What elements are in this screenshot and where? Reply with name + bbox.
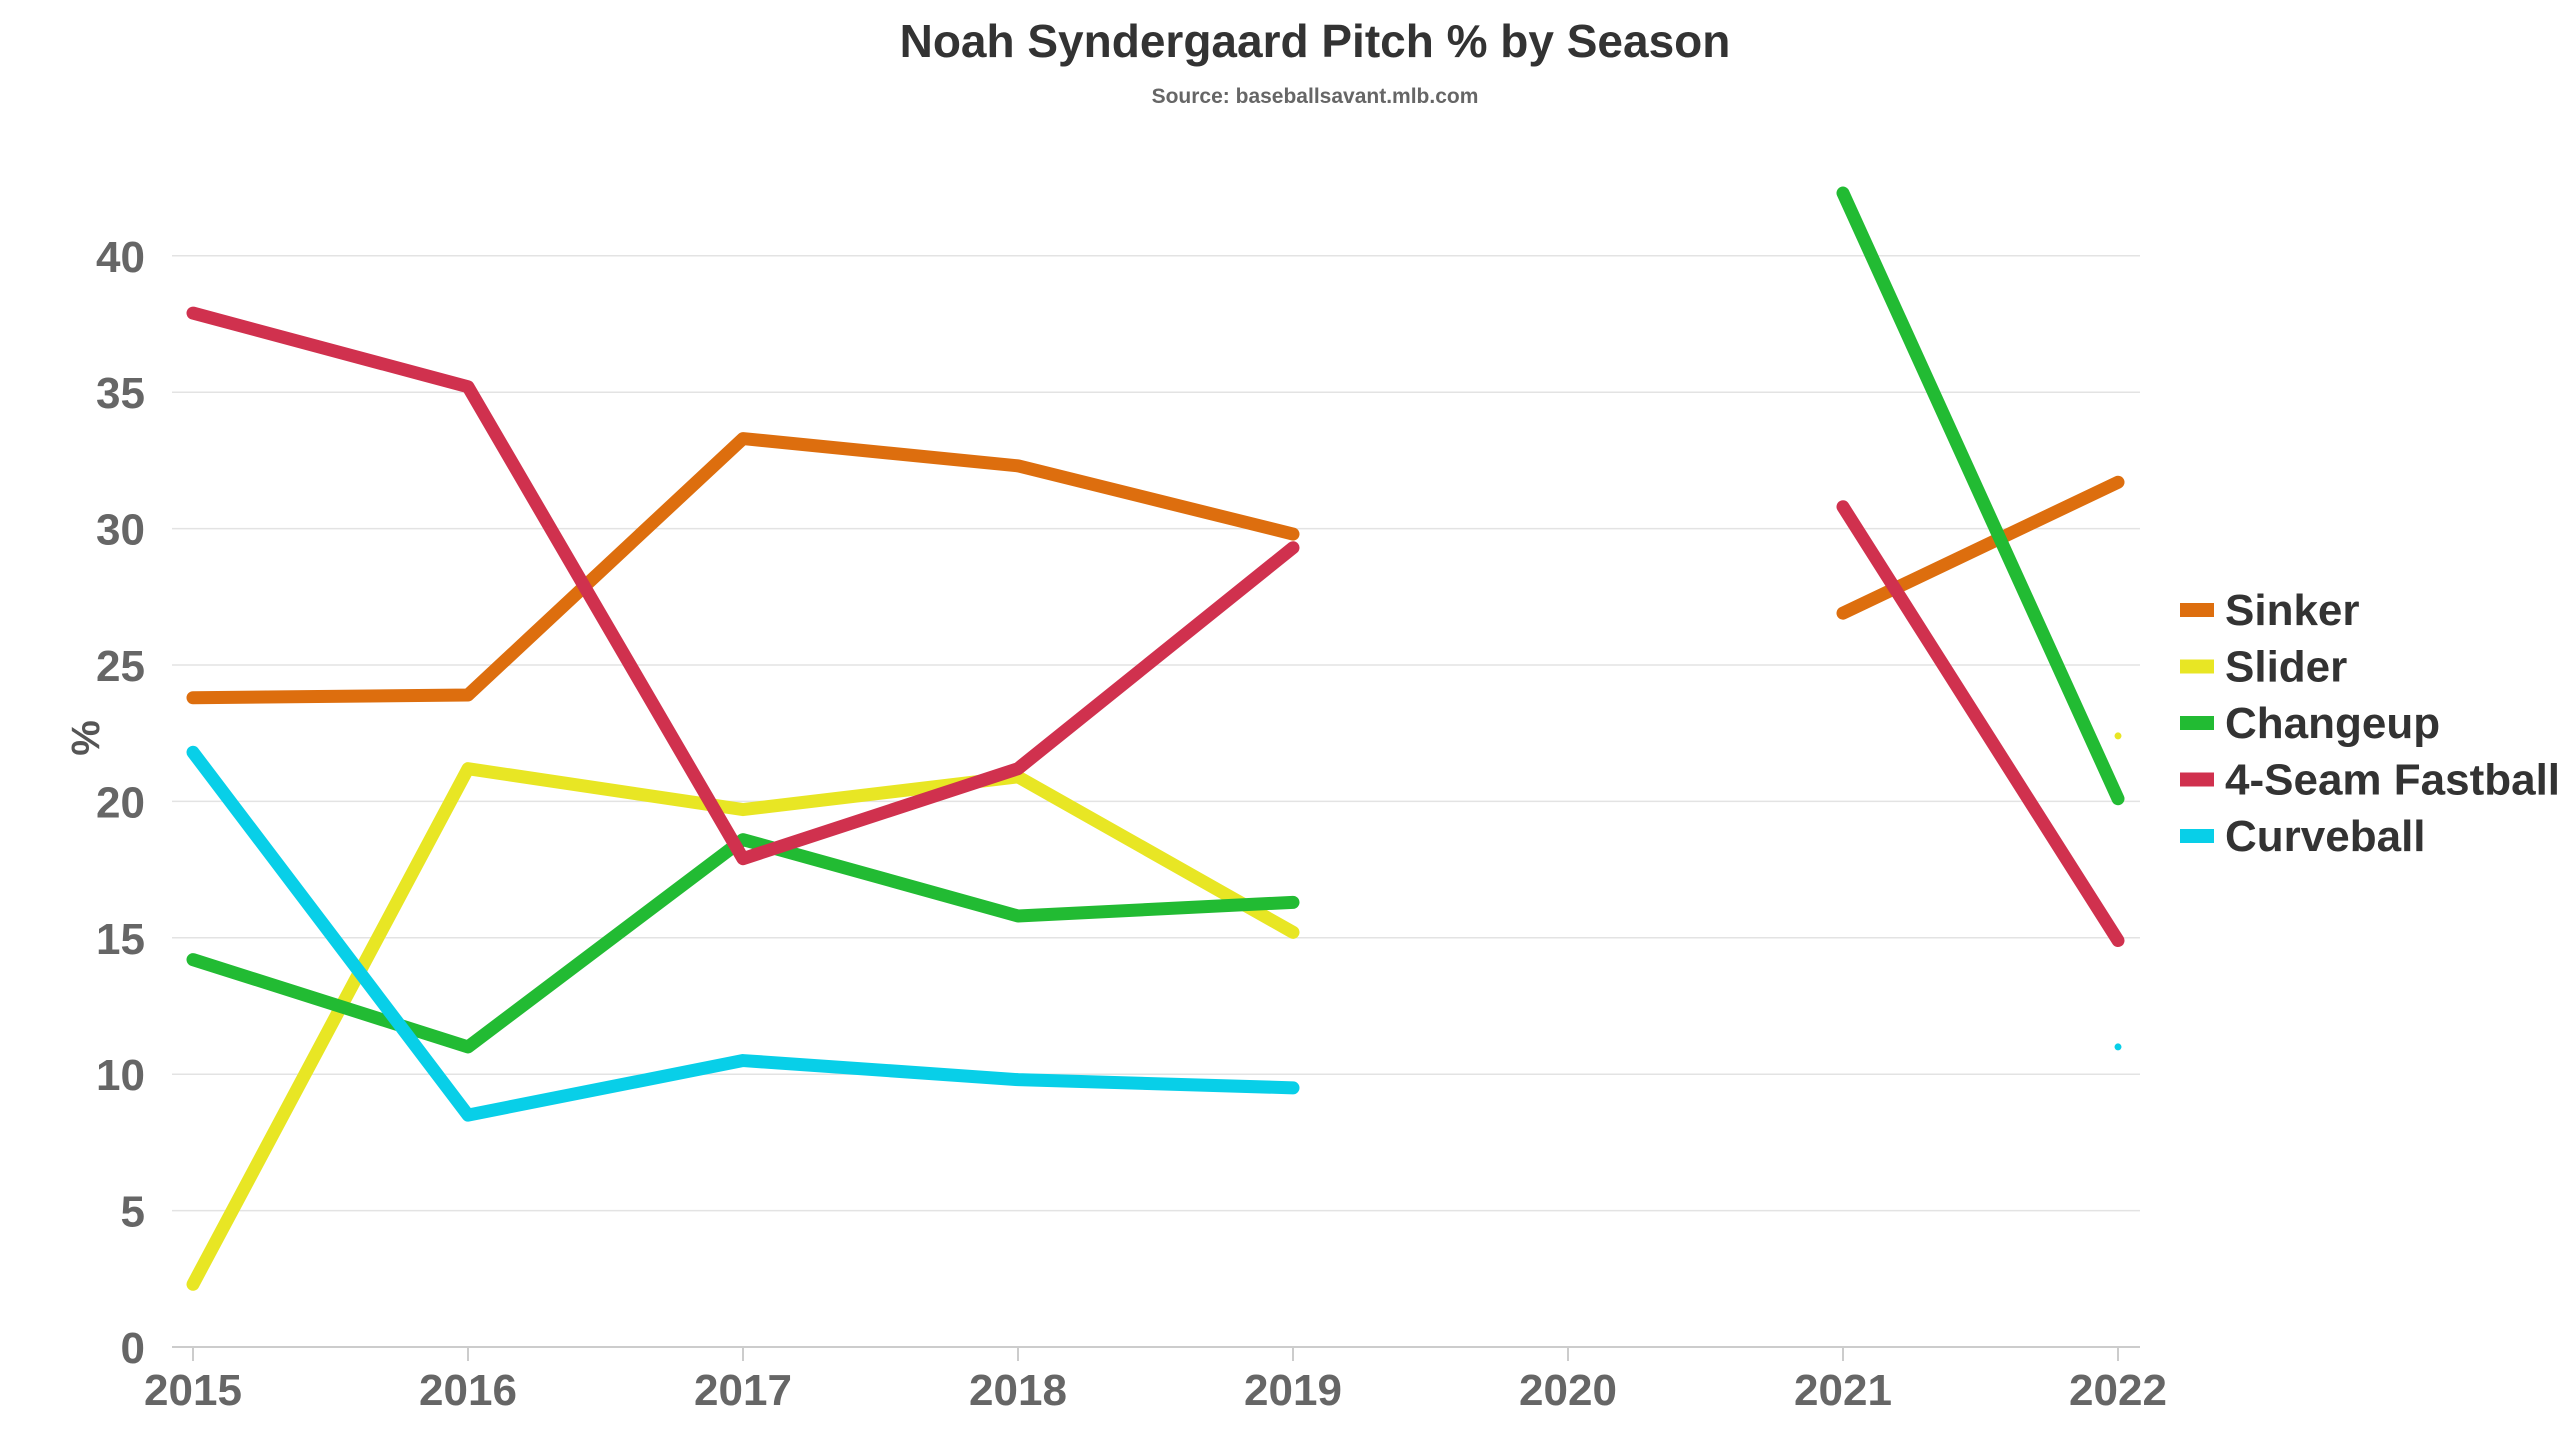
data-point	[2114, 732, 2122, 740]
x-tick-label: 2019	[1244, 1366, 1342, 1415]
x-tick-label: 2017	[694, 1366, 792, 1415]
legend: Sinker Slider Changeup 4-Seam Fastball Curve…	[2180, 586, 2560, 861]
series-line	[1836, 186, 2125, 806]
x-tick-label: 2015	[144, 1366, 242, 1415]
series-curveball	[186, 745, 2122, 1122]
y-axis-ticks: 0 5 10 15 20 25 30 35 40	[96, 233, 145, 1373]
y-tick-label: 0	[121, 1324, 145, 1373]
chart-title: Noah Syndergaard Pitch % by Season	[900, 15, 1731, 67]
x-tick-label: 2020	[1519, 1366, 1617, 1415]
chart-subtitle: Source: baseballsavant.mlb.com	[1152, 85, 1479, 108]
series-lines	[186, 186, 2125, 1291]
legend-label: 4-Seam Fastball	[2225, 756, 2560, 805]
x-tick-label: 2021	[1794, 1366, 1892, 1415]
legend-label: Curveball	[2225, 812, 2426, 861]
y-tick-label: 35	[96, 369, 145, 418]
data-point	[2114, 1043, 2122, 1051]
x-tick-label: 2018	[969, 1366, 1067, 1415]
series-line	[186, 833, 1300, 1054]
series-line	[186, 762, 1300, 1291]
series-line	[186, 432, 1300, 705]
y-tick-label: 25	[96, 642, 145, 691]
y-tick-label: 20	[96, 778, 145, 827]
series-line	[186, 306, 1300, 866]
series-4-seam-fastball	[186, 306, 2125, 948]
y-tick-label: 30	[96, 506, 145, 555]
legend-swatch	[2180, 772, 2214, 787]
legend-label: Changeup	[2225, 699, 2440, 748]
x-tick-label: 2016	[419, 1366, 517, 1415]
series-changeup	[186, 186, 2125, 1054]
legend-swatch	[2180, 603, 2214, 617]
series-line	[186, 745, 1300, 1122]
legend-label: Sinker	[2225, 586, 2360, 635]
y-axis-label: %	[63, 720, 107, 756]
y-tick-label: 40	[96, 233, 145, 282]
series-sinker	[186, 432, 2125, 705]
x-tick-label: 2022	[2069, 1366, 2167, 1415]
series-line	[1836, 475, 2125, 620]
y-tick-label: 10	[96, 1051, 145, 1100]
x-axis-ticks: 2015 2016 2017 2018 2019 2020 2021 2022	[144, 1347, 2167, 1415]
y-tick-label: 5	[121, 1188, 145, 1237]
gridlines	[172, 255, 2140, 1348]
y-tick-label: 15	[96, 915, 145, 964]
series-line	[1836, 500, 2125, 948]
legend-swatch	[2180, 659, 2214, 674]
legend-label: Slider	[2225, 643, 2347, 692]
series-slider	[186, 732, 2122, 1291]
legend-swatch	[2180, 829, 2214, 843]
legend-swatch	[2180, 716, 2214, 730]
